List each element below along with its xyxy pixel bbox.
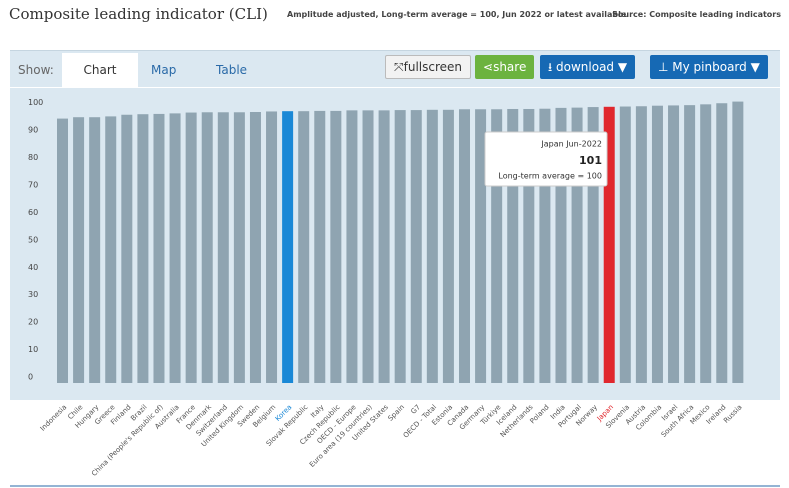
tooltip: Japan Jun-2022 101 Long-term average = 100 — [484, 131, 608, 187]
fullscreen-button[interactable]: fullscreen — [403, 60, 462, 74]
bar — [539, 108, 551, 383]
bar — [185, 112, 197, 383]
bar — [571, 107, 583, 384]
bar — [153, 113, 165, 383]
bar — [282, 111, 294, 383]
y-tick-label: 30 — [28, 290, 38, 299]
subtitle: Amplitude adjusted, Long-term average = … — [287, 10, 627, 19]
bar — [619, 106, 631, 383]
bar — [89, 117, 101, 384]
bar — [378, 110, 390, 384]
bar — [410, 110, 422, 383]
y-tick-label: 20 — [28, 318, 38, 327]
tooltip-box — [484, 131, 608, 187]
show-label: Show: — [18, 63, 54, 77]
bar — [201, 112, 213, 383]
bar — [442, 109, 454, 383]
bar — [330, 110, 342, 383]
y-tick-label: 70 — [28, 181, 38, 190]
tab[interactable]: Map — [151, 63, 177, 77]
bar — [603, 106, 615, 383]
bar — [266, 111, 278, 383]
bar — [233, 112, 245, 383]
y-tick-label: 90 — [28, 126, 38, 135]
bar — [314, 110, 326, 383]
y-tick-label: 0 — [28, 373, 33, 382]
bar — [587, 107, 599, 383]
y-tick-label: 80 — [28, 153, 38, 162]
tooltip-value: 101 — [579, 154, 602, 167]
bar — [249, 112, 261, 384]
bar — [394, 110, 406, 383]
bar — [169, 113, 181, 384]
bar — [362, 110, 374, 384]
bar — [716, 103, 728, 383]
bar — [507, 108, 519, 383]
y-tick-label: 40 — [28, 263, 38, 272]
bar — [346, 110, 358, 384]
bar — [137, 114, 149, 383]
bar — [523, 108, 535, 383]
bar — [668, 105, 680, 384]
share-button[interactable]: share — [493, 60, 527, 74]
bar — [491, 109, 503, 384]
tooltip-note: Long-term average = 100 — [498, 172, 602, 181]
download-button[interactable]: download — [556, 60, 615, 74]
chart: 0102030405060708090100IndonesiaChileHung… — [10, 88, 780, 487]
bar — [57, 118, 68, 384]
tab[interactable]: Table — [216, 63, 248, 77]
toolbar: Show: Chart Map Table ⤧fullscreen ⋖share… — [10, 50, 780, 87]
bar — [459, 109, 470, 384]
y-tick-label: 50 — [28, 235, 38, 244]
bar — [73, 117, 85, 384]
x-tick-label: Indonesia — [39, 403, 69, 433]
bar — [298, 111, 310, 383]
x-tick-label: G7 — [409, 403, 422, 416]
bar — [651, 105, 663, 383]
bar — [217, 112, 229, 383]
bar — [700, 104, 712, 383]
bar — [684, 105, 696, 384]
y-tick-label: 100 — [28, 98, 43, 107]
source: Source: Composite leading indicators — [612, 10, 781, 19]
chart-title: Composite leading indicator (CLI) — [9, 5, 268, 23]
bar — [555, 107, 567, 384]
tab[interactable]: Chart — [62, 53, 138, 87]
bar — [426, 109, 438, 383]
y-tick-label: 60 — [28, 208, 38, 217]
bar — [635, 106, 647, 383]
y-tick-label: 10 — [28, 345, 38, 354]
x-tick-label: Spain — [387, 403, 406, 422]
bar — [732, 101, 744, 383]
bar — [475, 109, 487, 384]
pinboard-button[interactable]: My pinboard — [672, 60, 747, 74]
x-tick-label: Russia — [722, 403, 744, 425]
bar — [121, 114, 133, 384]
bar — [105, 116, 117, 383]
tooltip-title: Japan Jun-2022 — [540, 140, 602, 149]
